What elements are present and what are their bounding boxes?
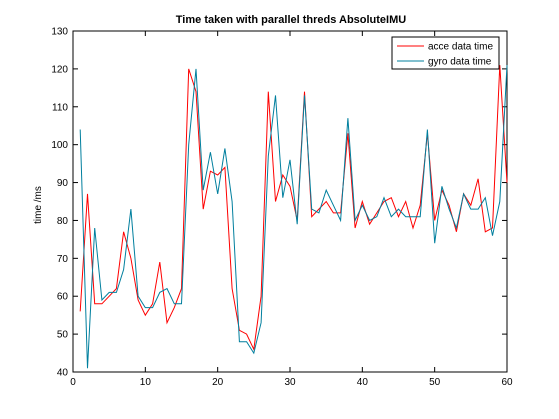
legend: acce data time gyro data time	[391, 36, 500, 70]
x-tick-label: 20	[212, 377, 224, 388]
x-tick-label: 60	[501, 377, 513, 388]
y-tick-label: 110	[52, 102, 68, 113]
series-line-acce	[79, 65, 508, 352]
legend-label: gyro data time	[428, 57, 492, 68]
y-tick-label: 130	[51, 27, 68, 38]
legend-box	[391, 36, 500, 70]
y-tick-label: 100	[51, 140, 68, 151]
plot-area	[72, 30, 508, 373]
y-tick-label: 40	[57, 368, 69, 379]
y-axis-label: time /ms	[33, 186, 44, 224]
y-tick-label: 90	[57, 178, 69, 189]
series-layer	[79, 65, 508, 369]
chart-title: Time taken with parallel threds Absolute…	[176, 14, 406, 26]
x-tick-label: 30	[284, 377, 296, 388]
x-tick-label: 40	[357, 377, 369, 388]
legend-label: acce data time	[428, 42, 493, 53]
plot-frame	[72, 30, 508, 373]
y-tick-label: 120	[51, 64, 68, 75]
x-axis: 0 10 20 30 40 50 60	[70, 31, 513, 388]
y-tick-label: 80	[57, 216, 69, 227]
y-tick-label: 60	[57, 292, 69, 303]
x-tick-label: 0	[70, 377, 76, 388]
x-tick-label: 10	[140, 377, 152, 388]
series-line-gyro	[79, 65, 508, 369]
y-tick-label: 50	[57, 330, 69, 341]
x-tick-label: 50	[429, 377, 441, 388]
y-axis: 40 50 60 70 80 90 100 110 120 130	[51, 27, 507, 379]
y-tick-label: 70	[57, 254, 69, 265]
